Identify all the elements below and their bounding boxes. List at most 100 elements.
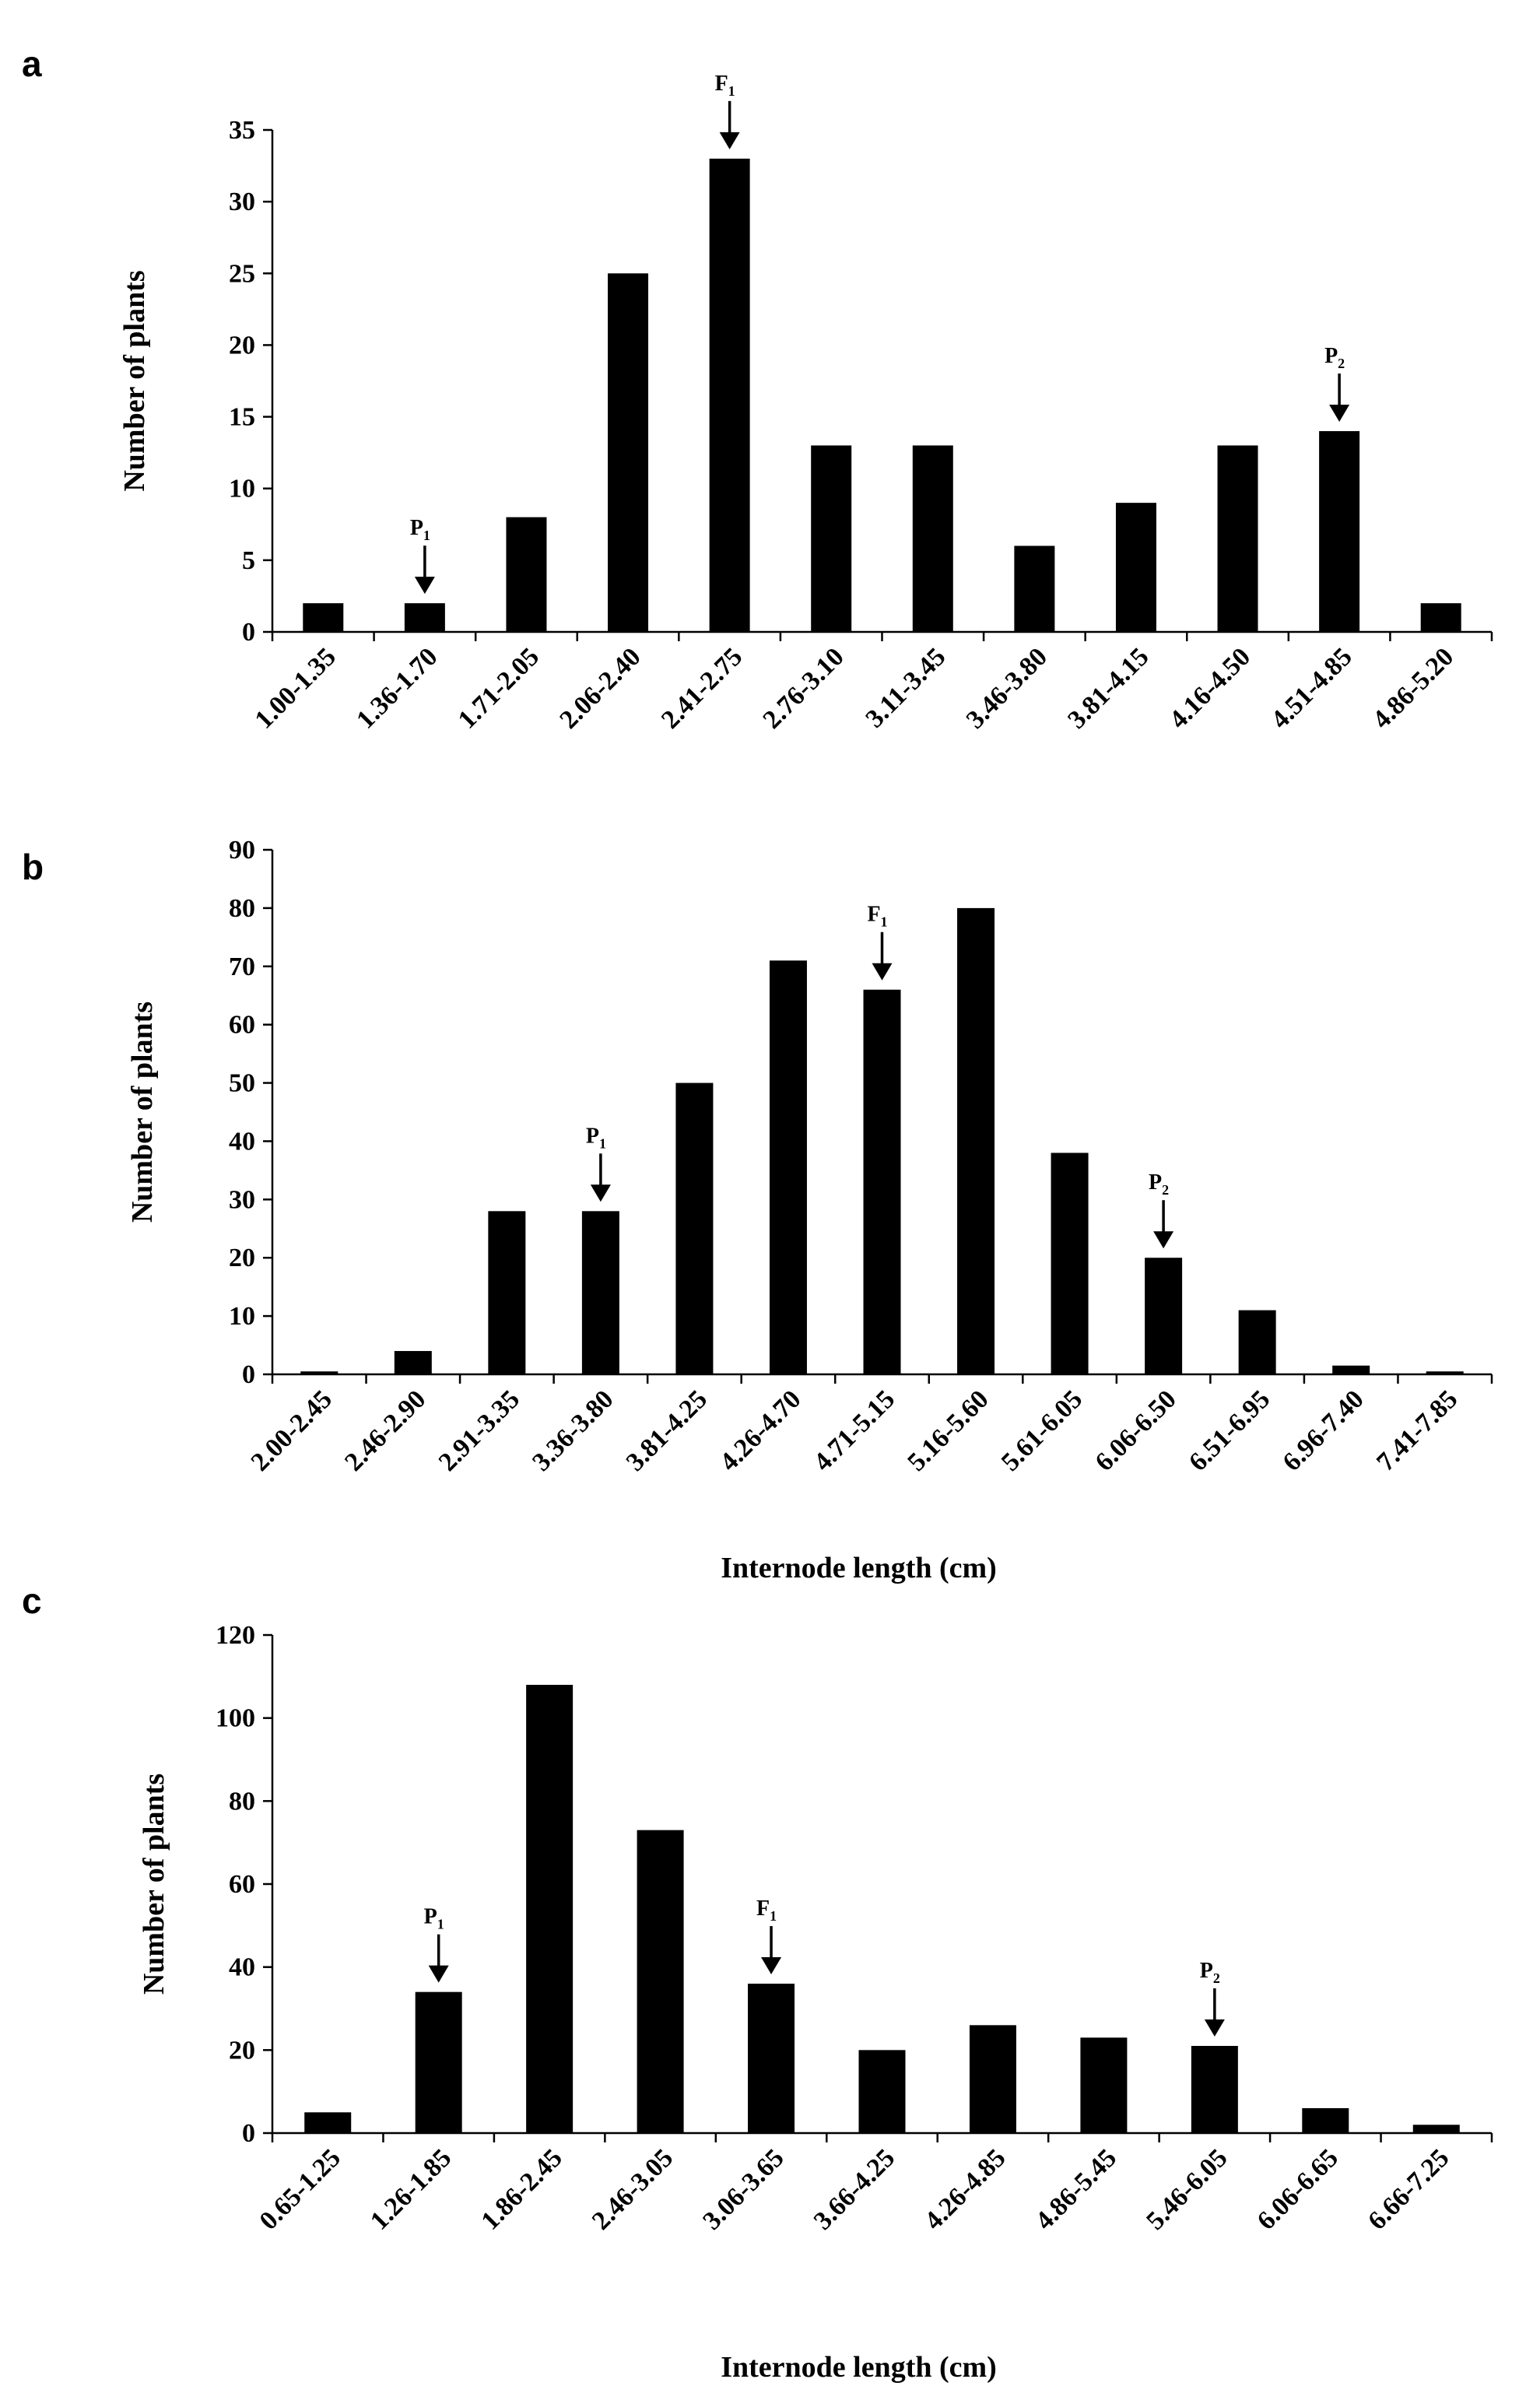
annotation-subscript: 1 xyxy=(881,914,888,930)
annotation-subscript: 2 xyxy=(1162,1182,1169,1198)
bar-0.65-1.25 xyxy=(304,2112,352,2133)
annotation-label: P2 xyxy=(1200,1959,1220,1986)
y-tick-label: 0 xyxy=(242,2119,255,2148)
y-tick-label: 60 xyxy=(229,1011,255,1040)
arrow-head xyxy=(872,963,893,981)
annotation-arrow-P2: P2 xyxy=(1324,344,1350,422)
bar-3.36-3.80 xyxy=(581,1211,619,1374)
bar-7.41-7.85 xyxy=(1426,1371,1464,1374)
bar-6.06-6.65 xyxy=(1302,2108,1349,2133)
bar-2.46-2.90 xyxy=(394,1351,432,1374)
annotation-label: P1 xyxy=(424,1905,444,1932)
annotation-label: P2 xyxy=(1149,1170,1169,1198)
y-tick-label: 30 xyxy=(229,188,255,216)
bar-1.00-1.35 xyxy=(303,603,344,632)
bar-4.26-4.70 xyxy=(769,960,807,1374)
bar-2.46-3.05 xyxy=(637,1830,684,2133)
y-axis-title: Number of plants xyxy=(126,1002,159,1223)
annotation-arrow-P1: P1 xyxy=(586,1124,611,1202)
y-tick-label: 40 xyxy=(229,1127,255,1156)
arrow-head xyxy=(1153,1231,1174,1249)
bar-4.86-5.45 xyxy=(1080,2037,1128,2133)
arrow-head xyxy=(1204,2019,1225,2037)
y-tick-label: 0 xyxy=(242,618,255,647)
bar-3.81-4.15 xyxy=(1115,503,1156,632)
annotation-label: P2 xyxy=(1324,344,1345,371)
bar-5.46-6.05 xyxy=(1191,2046,1238,2133)
bar-4.51-4.85 xyxy=(1319,431,1360,632)
annotation-subscript: 1 xyxy=(423,528,430,543)
bar-1.26-1.85 xyxy=(415,1991,462,2133)
y-tick-label: 80 xyxy=(229,1787,255,1816)
bar-2.76-3.10 xyxy=(811,445,852,632)
annotation-arrow-P1: P1 xyxy=(424,1905,449,1983)
annotation-label: F1 xyxy=(867,903,887,930)
annotation-subscript: 1 xyxy=(599,1135,606,1151)
annotation-letter: P xyxy=(1324,344,1338,368)
y-tick-label: 35 xyxy=(229,116,255,145)
arrow-head xyxy=(590,1184,611,1202)
annotation-arrow-F1: F1 xyxy=(715,72,740,149)
annotation-letter: F xyxy=(715,72,728,96)
bar-6.51-6.95 xyxy=(1238,1310,1276,1374)
x-axis-title: Internode length (cm) xyxy=(721,1552,997,1584)
y-tick-label: 70 xyxy=(229,953,255,981)
y-tick-label: 60 xyxy=(229,1870,255,1899)
annotation-subscript: 1 xyxy=(437,1917,444,1932)
annotation-arrow-F1: F1 xyxy=(867,903,893,981)
bar-3.81-4.25 xyxy=(675,1082,714,1374)
annotation-label: P1 xyxy=(410,516,430,543)
annotation-subscript: 2 xyxy=(1213,1970,1220,1986)
bar-1.86-2.45 xyxy=(526,1685,574,2133)
annotation-subscript: 1 xyxy=(770,1908,777,1924)
annotation-arrow-P2: P2 xyxy=(1200,1959,1225,2037)
bar-6.06-6.50 xyxy=(1145,1258,1183,1374)
annotation-letter: P xyxy=(586,1124,599,1148)
y-tick-label: 20 xyxy=(229,2036,255,2065)
y-axis-title: Number of plants xyxy=(138,1774,170,1995)
bar-2.41-2.75 xyxy=(709,158,750,632)
bar-4.16-4.50 xyxy=(1217,445,1258,632)
bar-3.46-3.80 xyxy=(1014,546,1055,632)
arrow-head xyxy=(761,1957,782,1974)
panel-letter: a xyxy=(22,44,42,84)
annotation-label: P1 xyxy=(586,1124,606,1151)
annotation-letter: P xyxy=(424,1905,437,1929)
arrow-head xyxy=(428,1965,449,1983)
y-tick-label: 30 xyxy=(229,1185,255,1214)
y-tick-label: 0 xyxy=(242,1360,255,1389)
bar-2.06-2.40 xyxy=(608,273,649,632)
y-tick-label: 10 xyxy=(229,1302,255,1331)
bar-4.26-4.85 xyxy=(969,2025,1016,2133)
bar-2.91-3.35 xyxy=(488,1211,526,1374)
y-tick-label: 15 xyxy=(229,403,255,432)
annotation-subscript: 1 xyxy=(728,83,735,99)
bar-5.16-5.60 xyxy=(957,907,995,1374)
bar-3.66-4.25 xyxy=(858,2050,906,2133)
annotation-arrow-F1: F1 xyxy=(756,1897,782,1974)
y-tick-label: 100 xyxy=(216,1704,255,1733)
annotation-letter: F xyxy=(867,903,880,927)
y-tick-label: 40 xyxy=(229,1953,255,1982)
annotation-subscript: 2 xyxy=(1338,356,1345,371)
bar-6.66-7.25 xyxy=(1412,2125,1460,2133)
panel-letter: b xyxy=(22,847,44,887)
annotation-letter: P xyxy=(410,516,423,540)
x-axis-title: Internode length (cm) xyxy=(721,2351,997,2384)
y-axis-title: Number of plants xyxy=(118,270,151,491)
y-tick-label: 25 xyxy=(229,259,255,288)
y-tick-label: 50 xyxy=(229,1069,255,1098)
arrow-head xyxy=(719,132,740,149)
bar-4.71-5.15 xyxy=(863,989,901,1374)
annotation-letter: P xyxy=(1149,1170,1162,1195)
annotation-label: F1 xyxy=(715,72,735,99)
y-tick-label: 20 xyxy=(229,1244,255,1272)
y-tick-label: 20 xyxy=(229,331,255,360)
bar-3.06-3.65 xyxy=(748,1984,795,2133)
arrow-head xyxy=(414,577,435,595)
bar-2.00-2.45 xyxy=(300,1371,339,1374)
bar-5.61-6.05 xyxy=(1051,1153,1089,1374)
arrow-head xyxy=(1329,405,1350,422)
y-tick-label: 90 xyxy=(229,836,255,865)
